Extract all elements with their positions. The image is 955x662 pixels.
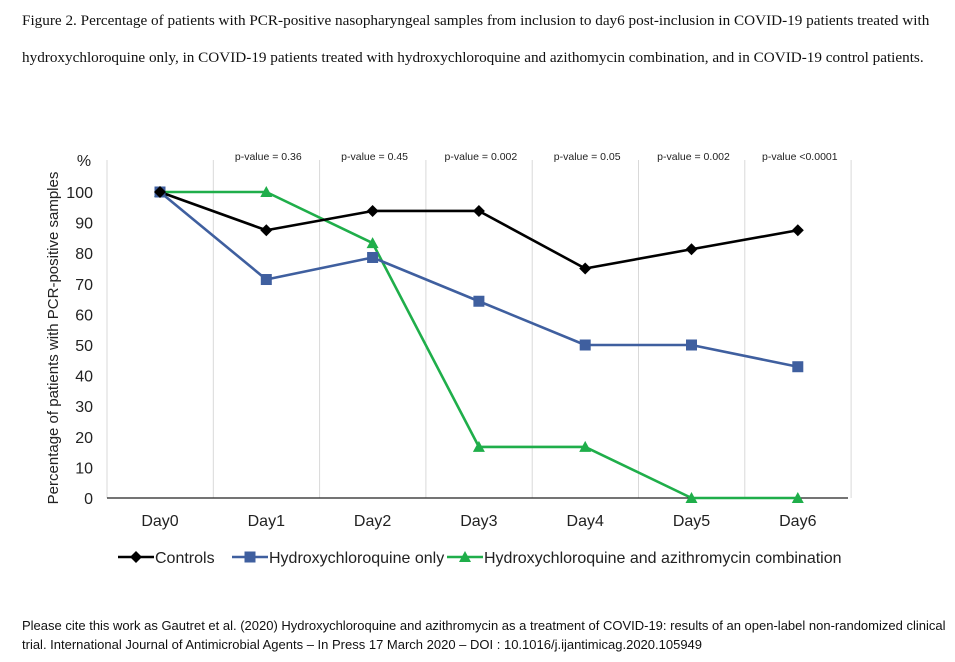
data-point (244, 551, 256, 563)
y-tick-label: 0 (84, 491, 93, 508)
series-lines (154, 186, 804, 503)
p-value-label: p-value = 0.36 (235, 151, 302, 163)
y-tick-label: 60 (75, 307, 93, 324)
p-value-label: p-value = 0.45 (341, 151, 408, 163)
x-tick-label: Day0 (141, 513, 178, 530)
p-value-label: p-value <0.0001 (762, 151, 838, 163)
y-unit-label: % (77, 153, 91, 170)
y-tick-label: 90 (75, 216, 93, 233)
data-point (260, 186, 273, 197)
x-tick-label: Day1 (248, 513, 285, 530)
y-tick-label: 40 (75, 369, 93, 386)
y-tick-label: 70 (75, 277, 93, 294)
data-point (366, 204, 379, 217)
data-point (472, 440, 485, 452)
data-point (367, 251, 379, 263)
figure-caption: Figure 2. Percentage of patients with PC… (22, 12, 930, 66)
y-tick-label: 20 (75, 430, 93, 447)
x-tick-label: Day2 (354, 513, 391, 530)
x-tick-label: Day5 (673, 513, 710, 530)
p-value-label: p-value = 0.002 (445, 151, 518, 163)
data-point (686, 339, 697, 351)
data-point (260, 224, 273, 237)
legend-label: Controls (155, 550, 215, 567)
legend-label: Hydroxychloroquine only (269, 550, 444, 567)
data-point (792, 361, 804, 373)
legend: Controls Hydroxychloroquine only Hydroxych… (118, 550, 842, 567)
x-tick-label: Day3 (460, 513, 497, 530)
series-line (159, 190, 799, 270)
data-point (579, 262, 592, 275)
p-value-label: p-value = 0.05 (554, 151, 621, 163)
legend-label: Hydroxychloroquine and azithromycin comb… (484, 550, 842, 567)
data-point (366, 237, 379, 249)
data-point (260, 274, 272, 286)
data-point (579, 339, 591, 351)
y-tick-label: 100 (66, 185, 93, 202)
series-line (159, 190, 799, 368)
citation-note: Please cite this work as Gautret et al. … (22, 618, 946, 652)
x-tick-label: Day4 (567, 513, 604, 530)
data-point (130, 551, 142, 563)
data-point (579, 440, 592, 452)
x-tick-label: Day6 (779, 513, 816, 530)
data-point (473, 295, 485, 307)
data-point (459, 551, 471, 562)
data-point (685, 492, 698, 503)
data-point (154, 186, 166, 198)
data-point (791, 492, 804, 503)
chart-labels: 0 10 20 30 40 50 60 70 80 90 100% Percentage of pat… (45, 151, 838, 530)
y-tick-label: 30 (75, 399, 93, 416)
series-line (160, 190, 798, 500)
data-point (472, 204, 485, 217)
y-axis-title: Percentage of patients with PCR-positive… (45, 172, 62, 505)
data-point (791, 224, 804, 237)
p-value-label: p-value = 0.002 (657, 151, 730, 163)
y-tick-label: 50 (75, 338, 93, 355)
y-tick-label: 10 (75, 460, 93, 477)
data-point (685, 243, 698, 256)
line-chart: 0 10 20 30 40 50 60 70 80 90 100% Percentage of pat… (45, 151, 852, 567)
y-tick-label: 80 (75, 246, 93, 263)
